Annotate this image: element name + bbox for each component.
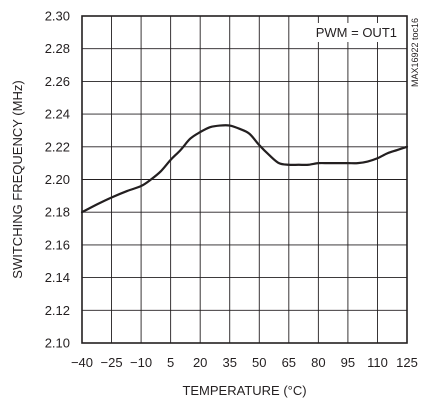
y-tick-label: 2.16 — [45, 237, 70, 252]
y-tick-label: 2.26 — [45, 74, 70, 89]
y-axis-label: SWITCHING FREQUENCY (MHz) — [10, 80, 25, 278]
y-tick-label: 2.30 — [45, 9, 70, 24]
y-tick-label: 2.22 — [45, 139, 70, 154]
x-tick-label: −25 — [101, 355, 123, 370]
x-tick-label: 110 — [367, 355, 388, 370]
y-tick-label: 2.18 — [45, 205, 70, 220]
x-tick-label: 5 — [167, 355, 174, 370]
x-tick-label: −10 — [130, 355, 152, 370]
annotation-background — [311, 23, 401, 42]
y-tick-label: 2.28 — [45, 41, 70, 56]
series-line — [80, 124, 409, 214]
x-tick-label: 125 — [396, 355, 418, 370]
x-tick-label: 35 — [222, 355, 236, 370]
figure-id-label: MAX16922 toc16 — [410, 18, 420, 87]
x-tick-label: 95 — [341, 355, 355, 370]
y-tick-label: 2.12 — [45, 303, 70, 318]
annotation-label: PWM = OUT1 — [316, 25, 397, 40]
x-axis-label: TEMPERATURE (°C) — [182, 383, 306, 398]
x-tick-label: 65 — [282, 355, 296, 370]
x-tick-label: −40 — [71, 355, 93, 370]
plot-frame — [81, 15, 408, 344]
y-tick-label: 2.20 — [45, 172, 70, 187]
x-tick-labels: −40 −25 −10 5 20 35 50 65 80 95 110 125 — [71, 355, 418, 370]
y-tick-label: 2.24 — [45, 107, 70, 122]
y-tick-labels: 2.10 2.12 2.14 2.16 2.18 2.20 2.22 2.24 2.26 2.28… — [45, 9, 70, 351]
y-tick-label: 2.14 — [45, 270, 70, 285]
x-tick-label: 50 — [252, 355, 266, 370]
y-tick-label: 2.10 — [45, 336, 70, 351]
x-tick-label: 20 — [193, 355, 207, 370]
grid — [81, 15, 408, 344]
x-tick-label: 80 — [311, 355, 325, 370]
